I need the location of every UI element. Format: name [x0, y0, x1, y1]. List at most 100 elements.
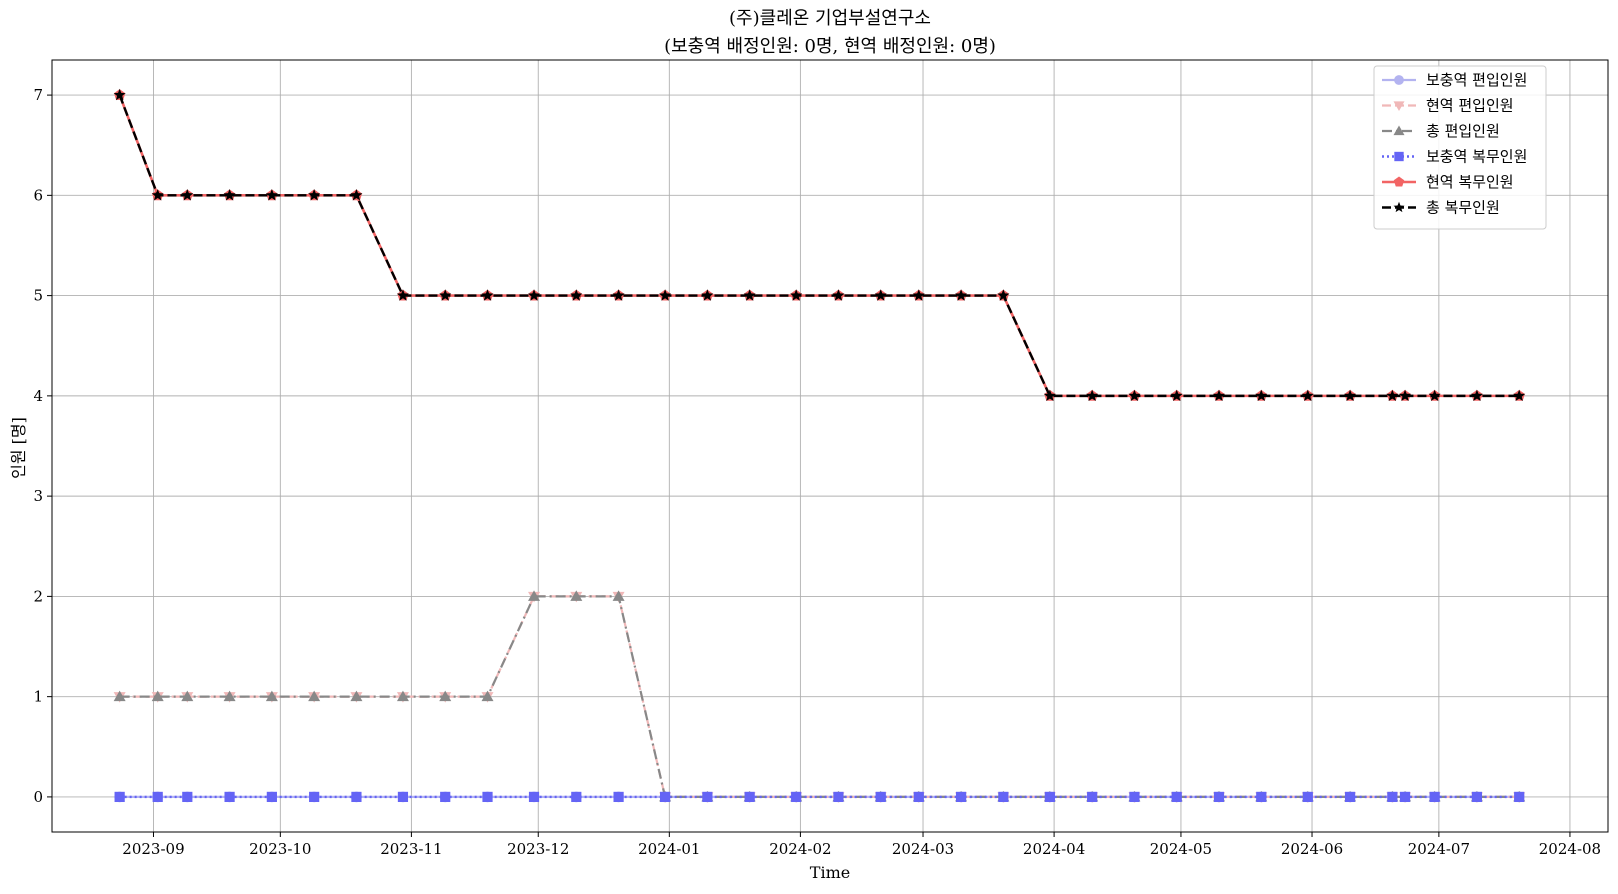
- data-point: [612, 590, 625, 601]
- data-point: [528, 590, 541, 601]
- series-3: [113, 590, 1526, 802]
- data-point: [744, 791, 755, 803]
- y-tick-label: 2: [33, 587, 43, 605]
- y-axis-label: 인원 [명]: [9, 417, 28, 479]
- data-point: [528, 289, 541, 301]
- data-point: [266, 791, 277, 803]
- data-point: [1387, 791, 1398, 803]
- x-axis-label: Time: [810, 863, 850, 882]
- data-point: [481, 690, 494, 702]
- data-point: [439, 289, 452, 301]
- x-tick-label: 2023-10: [249, 840, 311, 858]
- data-point: [743, 289, 756, 301]
- legend-marker: [1393, 125, 1405, 136]
- data-point: [151, 189, 164, 201]
- data-point: [1471, 791, 1483, 803]
- data-point: [874, 289, 887, 301]
- data-point: [309, 791, 320, 803]
- data-point: [955, 289, 968, 301]
- data-point: [1128, 389, 1141, 401]
- x-tick-label: 2024-05: [1150, 840, 1212, 858]
- x-tick-label: 2024-02: [769, 840, 831, 858]
- series-line: [118, 94, 1520, 398]
- chart-title-line1: (주)클레온 기업부설연구소: [729, 8, 931, 29]
- data-point: [1086, 389, 1099, 401]
- data-point: [308, 189, 321, 201]
- legend-marker: [1393, 101, 1405, 111]
- data-point: [570, 289, 583, 301]
- x-tick-label: 2023-11: [380, 840, 442, 858]
- series-line: [118, 94, 1520, 398]
- data-point: [1344, 791, 1356, 803]
- data-point: [832, 289, 845, 301]
- data-point: [1399, 791, 1411, 803]
- data-point: [791, 791, 802, 803]
- data-point: [396, 690, 409, 702]
- data-point: [114, 791, 125, 803]
- y-tick-label: 5: [33, 287, 43, 305]
- data-point: [396, 289, 409, 301]
- data-point: [1302, 791, 1313, 803]
- data-point: [528, 791, 540, 803]
- y-tick-label: 6: [33, 186, 43, 204]
- data-point: [440, 791, 451, 803]
- legend-marker: [1394, 75, 1404, 85]
- legend-entry-label: 보충역 복무인원: [1426, 148, 1527, 166]
- data-point: [113, 88, 126, 101]
- legend-entry-label: 보충역 편입인원: [1426, 71, 1527, 89]
- data-point: [350, 690, 363, 702]
- data-point: [265, 189, 278, 201]
- legend-marker: [1393, 176, 1405, 187]
- series-layer: [113, 88, 1526, 803]
- data-point: [790, 289, 803, 301]
- data-point: [570, 590, 583, 601]
- legend-marker: [1394, 151, 1404, 162]
- x-tick-label: 2024-01: [638, 840, 700, 858]
- data-point: [875, 791, 886, 803]
- data-point: [1213, 791, 1225, 803]
- y-tick-label: 0: [33, 788, 43, 806]
- data-point: [223, 189, 236, 201]
- series-6: [113, 88, 1526, 401]
- legend-entry-label: 총 복무인원: [1426, 199, 1500, 217]
- legend-entry-label: 현역 복무인원: [1426, 173, 1514, 191]
- data-point: [308, 690, 321, 702]
- data-point: [1428, 389, 1441, 401]
- data-point: [1470, 389, 1483, 401]
- data-point: [482, 791, 493, 803]
- x-tick-label: 2024-03: [892, 840, 954, 858]
- data-point: [439, 690, 452, 702]
- data-point: [1399, 389, 1412, 401]
- data-point: [350, 189, 363, 201]
- data-point: [1129, 791, 1140, 803]
- data-point: [613, 791, 624, 803]
- data-point: [152, 791, 163, 803]
- data-point: [151, 690, 164, 702]
- x-tick-label: 2024-04: [1023, 840, 1085, 858]
- data-point: [1513, 389, 1526, 401]
- data-point: [659, 289, 672, 301]
- data-point: [1087, 791, 1098, 803]
- legend-marker: [1393, 201, 1405, 213]
- y-tick-label: 1: [33, 688, 43, 706]
- legend-box: [1373, 65, 1547, 230]
- data-point: [997, 289, 1010, 301]
- data-point: [912, 289, 925, 301]
- data-point: [1213, 389, 1225, 401]
- data-point: [913, 791, 924, 803]
- data-point: [701, 289, 714, 301]
- legend-entry-label: 현역 편입인원: [1426, 97, 1514, 115]
- data-point: [113, 690, 126, 702]
- data-point: [182, 791, 193, 803]
- x-tick-label: 2024-08: [1539, 840, 1601, 858]
- data-point: [1043, 389, 1056, 401]
- data-point: [265, 690, 278, 702]
- data-point: [1386, 389, 1399, 401]
- data-point: [1429, 791, 1440, 803]
- data-point: [181, 189, 194, 201]
- x-tick-label: 2023-12: [507, 840, 569, 858]
- data-point: [571, 791, 582, 803]
- x-tick-label: 2024-06: [1281, 840, 1343, 858]
